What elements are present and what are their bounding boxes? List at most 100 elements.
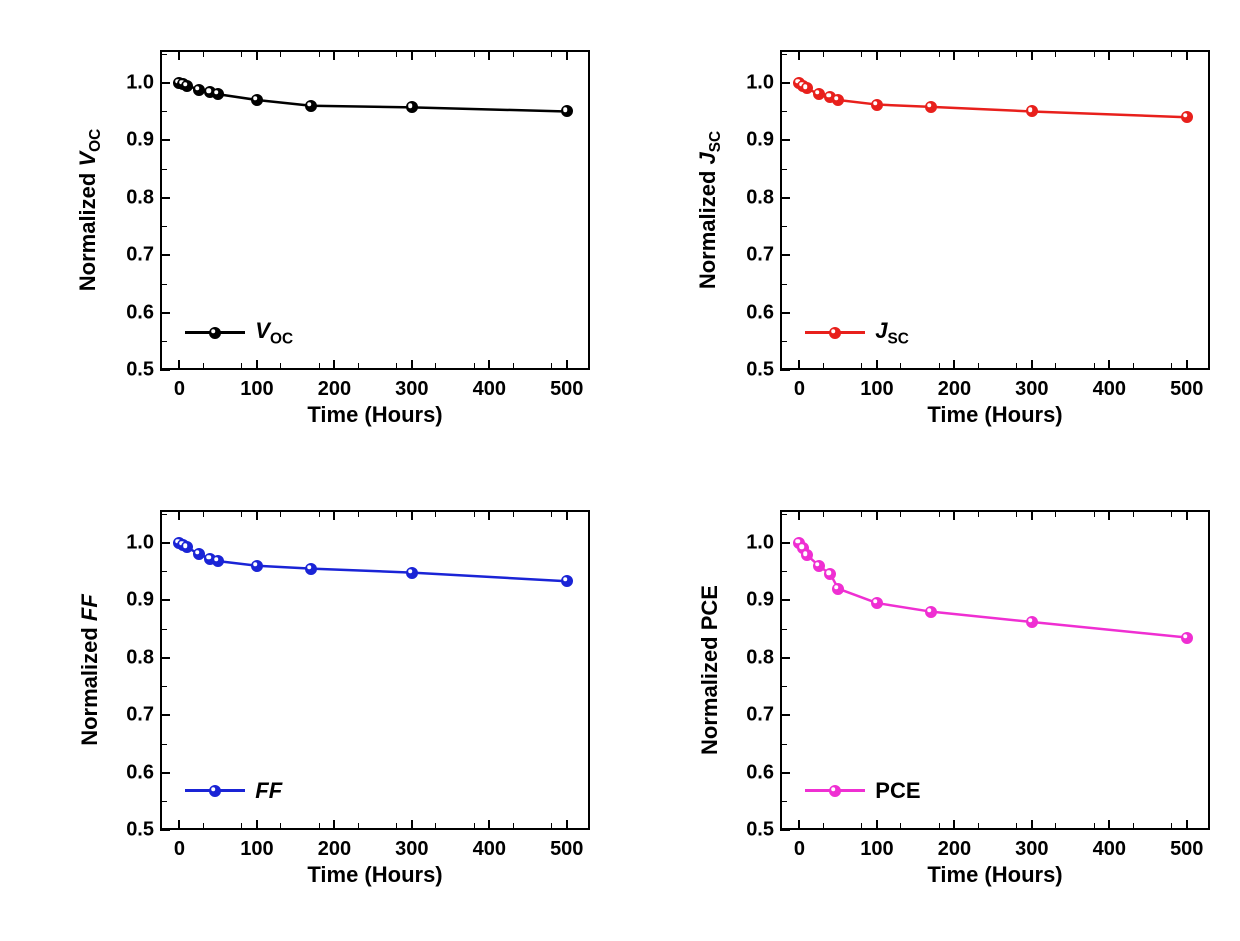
- y-tick-label: 0.7: [734, 704, 774, 727]
- data-marker: [212, 555, 224, 567]
- x-tick-label: 400: [1093, 378, 1126, 401]
- y-tick: [160, 369, 168, 371]
- data-marker: [193, 84, 205, 96]
- data-marker: [1026, 105, 1038, 117]
- y-tick-label: 0.8: [734, 646, 774, 669]
- legend-marker: [209, 327, 221, 339]
- legend-label: FF: [255, 778, 282, 804]
- data-marker: [406, 101, 418, 113]
- x-tick-label: 300: [1015, 378, 1048, 401]
- y-tick-label: 0.8: [114, 646, 154, 669]
- data-marker: [305, 100, 317, 112]
- y-tick: [780, 369, 788, 371]
- legend-pce: PCE: [805, 778, 920, 804]
- data-marker: [561, 105, 573, 117]
- legend-jsc: JSC: [805, 318, 909, 348]
- data-marker: [1026, 616, 1038, 628]
- x-tick-label: 500: [550, 378, 583, 401]
- data-marker: [824, 568, 836, 580]
- legend-marker: [829, 785, 841, 797]
- x-tick-label: 200: [938, 378, 971, 401]
- data-marker: [813, 560, 825, 572]
- data-marker: [212, 88, 224, 100]
- y-axis-label: Normalized VOC: [75, 129, 105, 291]
- data-marker: [801, 82, 813, 94]
- x-tick-label: 300: [1015, 838, 1048, 861]
- figure: 01002003004005000.50.60.70.80.91.0VOCTim…: [0, 0, 1240, 941]
- x-tick-label: 400: [473, 378, 506, 401]
- data-marker: [925, 606, 937, 618]
- plot-area-voc: 01002003004005000.50.60.70.80.91.0VOC: [160, 50, 590, 370]
- data-marker: [251, 94, 263, 106]
- panel-ff: 01002003004005000.50.60.70.80.91.0FFTime…: [60, 490, 620, 910]
- data-marker: [832, 94, 844, 106]
- x-tick-label: 500: [1170, 838, 1203, 861]
- data-marker: [813, 88, 825, 100]
- y-tick-label: 1.0: [114, 531, 154, 554]
- plot-area-ff: 01002003004005000.50.60.70.80.91.0FF: [160, 510, 590, 830]
- y-tick-label: 0.7: [734, 244, 774, 267]
- y-axis-label: Normalized PCE: [697, 585, 723, 755]
- data-marker: [561, 575, 573, 587]
- y-tick-label: 0.5: [734, 819, 774, 842]
- legend-line: [805, 789, 865, 792]
- legend-ff: FF: [185, 778, 282, 804]
- x-tick-label: 0: [174, 838, 185, 861]
- data-marker: [305, 563, 317, 575]
- legend-marker: [209, 785, 221, 797]
- data-marker: [1181, 111, 1193, 123]
- data-marker: [832, 583, 844, 595]
- x-tick-label: 500: [550, 838, 583, 861]
- y-tick-label: 1.0: [734, 71, 774, 94]
- y-tick-label: 0.9: [734, 129, 774, 152]
- data-marker: [193, 548, 205, 560]
- x-tick-label: 500: [1170, 378, 1203, 401]
- data-marker: [181, 541, 193, 553]
- x-tick-label: 0: [794, 838, 805, 861]
- x-tick-label: 0: [174, 378, 185, 401]
- legend-line: [185, 789, 245, 792]
- y-tick-label: 0.5: [734, 359, 774, 382]
- legend-label: PCE: [875, 778, 920, 804]
- x-axis-label: Time (Hours): [307, 402, 442, 428]
- legend-voc: VOC: [185, 318, 293, 348]
- legend-line: [805, 331, 865, 334]
- y-axis-label: Normalized FF: [77, 594, 103, 746]
- x-tick-label: 300: [395, 838, 428, 861]
- data-marker: [181, 80, 193, 92]
- y-axis-label: Normalized JSC: [695, 131, 725, 289]
- data-marker: [406, 567, 418, 579]
- legend-label: VOC: [255, 318, 293, 348]
- y-tick-label: 0.5: [114, 359, 154, 382]
- legend-label: JSC: [875, 318, 909, 348]
- y-tick-label: 0.5: [114, 819, 154, 842]
- x-tick-label: 200: [318, 838, 351, 861]
- legend-line: [185, 331, 245, 334]
- x-tick-label: 0: [794, 378, 805, 401]
- y-tick-label: 0.8: [114, 186, 154, 209]
- x-tick-label: 300: [395, 378, 428, 401]
- x-tick-label: 400: [473, 838, 506, 861]
- data-marker: [1181, 632, 1193, 644]
- y-tick-label: 0.8: [734, 186, 774, 209]
- x-tick-label: 100: [860, 378, 893, 401]
- data-marker: [871, 99, 883, 111]
- y-tick-label: 0.6: [114, 301, 154, 324]
- y-tick-label: 0.9: [114, 589, 154, 612]
- y-tick-label: 1.0: [734, 531, 774, 554]
- y-tick: [160, 829, 168, 831]
- x-axis-label: Time (Hours): [927, 402, 1062, 428]
- plot-area-jsc: 01002003004005000.50.60.70.80.91.0JSC: [780, 50, 1210, 370]
- y-tick-label: 0.6: [734, 301, 774, 324]
- y-tick-label: 1.0: [114, 71, 154, 94]
- x-tick-label: 200: [938, 838, 971, 861]
- panel-voc: 01002003004005000.50.60.70.80.91.0VOC Tim…: [60, 30, 620, 450]
- panel-jsc: 01002003004005000.50.60.70.80.91.0JSCTim…: [680, 30, 1240, 450]
- data-marker: [871, 597, 883, 609]
- data-marker: [801, 549, 813, 561]
- y-tick-label: 0.7: [114, 244, 154, 267]
- x-tick-label: 200: [318, 378, 351, 401]
- x-tick-label: 100: [860, 838, 893, 861]
- y-tick-label: 0.7: [114, 704, 154, 727]
- x-axis-label: Time (Hours): [927, 862, 1062, 888]
